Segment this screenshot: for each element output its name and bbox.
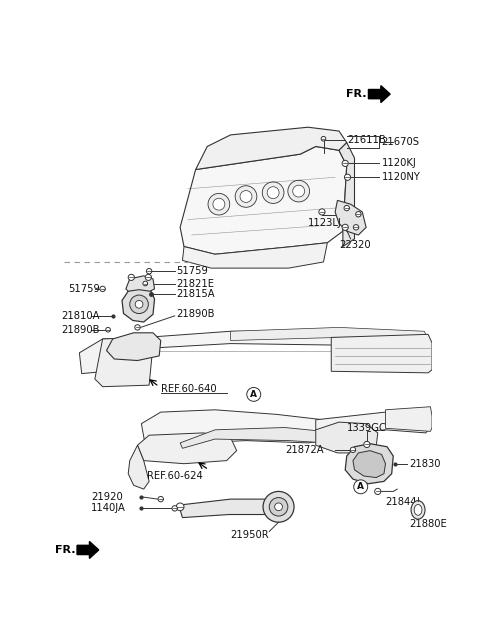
Polygon shape	[339, 143, 355, 246]
Polygon shape	[180, 499, 276, 518]
Polygon shape	[142, 410, 339, 445]
Circle shape	[269, 498, 288, 516]
Circle shape	[240, 190, 252, 203]
Polygon shape	[331, 334, 432, 373]
Circle shape	[247, 388, 261, 401]
Circle shape	[344, 205, 349, 211]
Text: 1339GC: 1339GC	[347, 422, 386, 433]
Polygon shape	[353, 451, 385, 478]
Circle shape	[130, 295, 148, 314]
Polygon shape	[369, 86, 390, 103]
Text: 1140JA: 1140JA	[91, 503, 126, 513]
Text: A: A	[250, 390, 257, 399]
Circle shape	[342, 224, 348, 230]
Polygon shape	[95, 338, 153, 386]
Polygon shape	[79, 338, 153, 374]
Text: 21844: 21844	[385, 497, 417, 507]
Circle shape	[275, 503, 282, 511]
Text: FR.: FR.	[55, 545, 75, 555]
Polygon shape	[137, 433, 237, 464]
Text: 1120KJ: 1120KJ	[382, 158, 416, 168]
Circle shape	[263, 491, 294, 522]
Text: 1120NY: 1120NY	[382, 172, 420, 182]
Text: 21920: 21920	[91, 492, 123, 502]
Circle shape	[342, 160, 348, 167]
Circle shape	[100, 286, 105, 292]
Text: 21890B: 21890B	[176, 309, 215, 320]
Ellipse shape	[414, 505, 422, 515]
Circle shape	[158, 496, 164, 502]
Text: FR.: FR.	[347, 89, 367, 99]
Polygon shape	[180, 428, 327, 448]
Circle shape	[146, 269, 152, 274]
Text: 21815A: 21815A	[176, 289, 215, 299]
Circle shape	[128, 275, 134, 280]
Polygon shape	[316, 422, 378, 453]
Text: 21810A: 21810A	[61, 311, 100, 321]
Text: 51759: 51759	[176, 266, 208, 276]
Text: A: A	[357, 482, 364, 491]
Circle shape	[319, 209, 325, 215]
Text: 22320: 22320	[339, 240, 371, 250]
Circle shape	[262, 182, 284, 203]
Polygon shape	[335, 201, 366, 235]
Circle shape	[321, 136, 326, 141]
Text: 21830: 21830	[409, 460, 440, 469]
Polygon shape	[180, 147, 347, 254]
Circle shape	[356, 212, 361, 217]
Circle shape	[135, 300, 143, 308]
Circle shape	[364, 441, 370, 448]
Circle shape	[135, 325, 140, 330]
Circle shape	[375, 488, 381, 494]
Polygon shape	[385, 407, 432, 431]
Polygon shape	[107, 333, 161, 361]
Circle shape	[145, 275, 152, 280]
Text: REF.60-640: REF.60-640	[161, 384, 216, 394]
Polygon shape	[77, 541, 99, 558]
Polygon shape	[182, 242, 327, 268]
Circle shape	[235, 186, 257, 207]
Text: 1123LJ: 1123LJ	[308, 219, 342, 228]
Text: 21821E: 21821E	[176, 278, 214, 289]
Polygon shape	[196, 127, 347, 170]
Polygon shape	[128, 445, 149, 489]
Circle shape	[293, 185, 305, 197]
Circle shape	[213, 198, 225, 210]
Circle shape	[354, 480, 368, 494]
Text: REF.60-624: REF.60-624	[147, 471, 203, 481]
Text: 51759: 51759	[68, 284, 100, 294]
Polygon shape	[126, 276, 155, 291]
Circle shape	[350, 447, 356, 453]
Polygon shape	[230, 327, 428, 342]
Ellipse shape	[411, 501, 425, 519]
Circle shape	[267, 186, 279, 199]
Circle shape	[143, 281, 147, 286]
Text: 21890B: 21890B	[61, 325, 100, 335]
Text: 21880E: 21880E	[409, 519, 446, 529]
Circle shape	[208, 194, 230, 215]
Text: 21950R: 21950R	[230, 530, 269, 540]
Circle shape	[345, 174, 350, 180]
Polygon shape	[345, 444, 393, 484]
Circle shape	[172, 505, 178, 511]
Circle shape	[353, 224, 359, 230]
Polygon shape	[316, 412, 431, 435]
Text: 21670S: 21670S	[382, 137, 420, 147]
Polygon shape	[145, 331, 428, 349]
Polygon shape	[122, 287, 155, 322]
Circle shape	[288, 180, 310, 202]
Circle shape	[106, 327, 110, 332]
Text: 21872A: 21872A	[285, 445, 324, 455]
Circle shape	[176, 503, 184, 511]
Text: 21611B: 21611B	[347, 135, 385, 145]
